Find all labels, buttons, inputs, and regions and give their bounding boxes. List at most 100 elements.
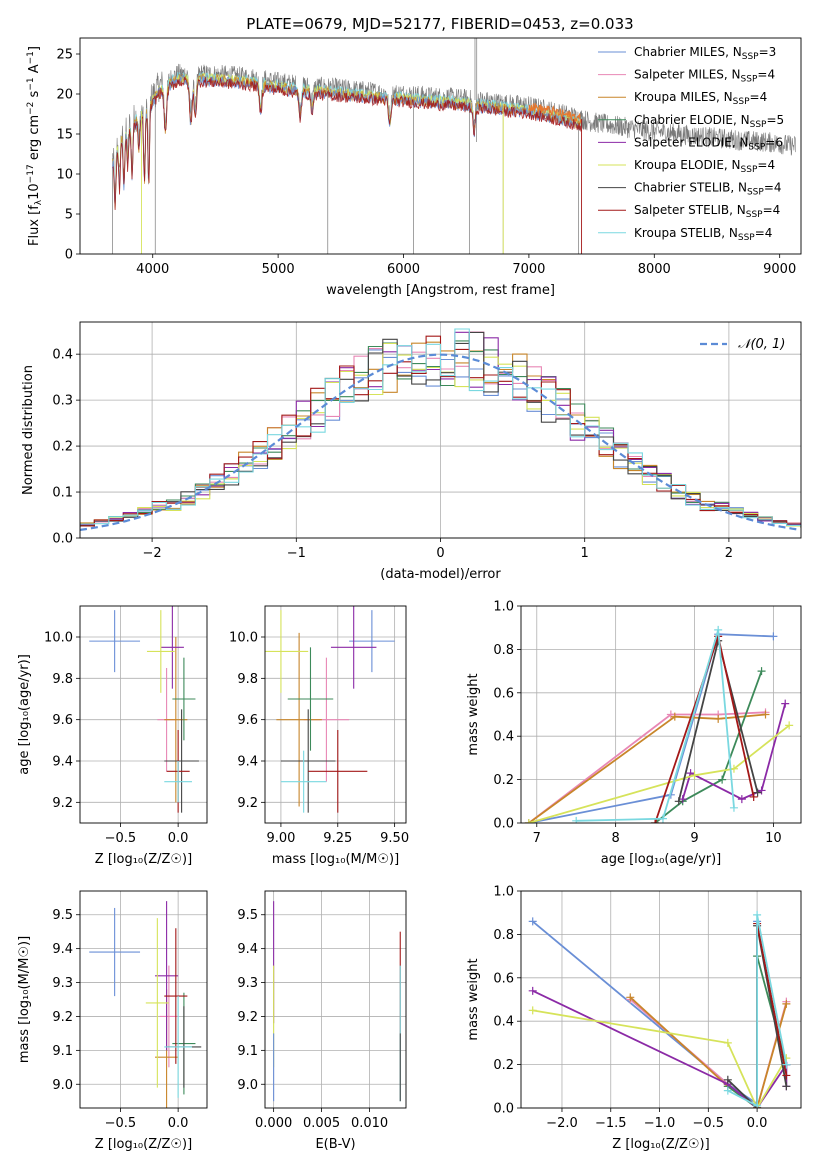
weight-marker [782, 1071, 791, 1080]
plot-frame [79, 321, 802, 539]
x-tick-label: 6000 [387, 262, 420, 277]
age-vs-metallicity-panel: −0.5 0.0 9.2 9.4 9.6 9.8 10.0 Z [log₁₀(Z/Z☉)] ag… [17, 605, 208, 867]
x-tick-label: 2 [725, 546, 733, 561]
x-tick-label: 0.000 [255, 1116, 292, 1131]
plot-frame [79, 605, 208, 824]
y-tick-label: 0.6 [493, 971, 514, 986]
y-tick-label: 9.8 [52, 672, 73, 687]
y-tick-label: 10 [56, 168, 73, 183]
y-tick-label: 9.5 [237, 908, 258, 923]
y-tick-label: 15 [56, 128, 73, 143]
weight-line-8 [576, 629, 735, 822]
y-tick-label: 0.8 [493, 928, 514, 943]
weight-marker [757, 667, 766, 676]
legend-label: Chabrier STELIB, NSSP=4 [634, 181, 782, 198]
x-tick-label: −2.0 [546, 1116, 578, 1131]
x-axis-label: E(B-V) [315, 1137, 355, 1152]
mass-vs-extinction-panel: 0.000 0.005 0.010 9.0 9.1 9.2 9.3 9.4 9.5 E(B-V) [237, 890, 407, 1152]
y-axis-label: Flux [fλ10−17 erg cm−2 s−1 A−1] [26, 46, 44, 246]
weight-marker [782, 1082, 791, 1091]
x-tick-label: 9.50 [380, 831, 409, 846]
weight-marker [753, 1101, 762, 1108]
x-tick-label: −0.5 [105, 1116, 137, 1131]
legend-label: Chabrier MILES, NSSP=3 [634, 45, 776, 62]
y-tick-label: 9.8 [237, 672, 258, 687]
plot-frame [79, 37, 802, 255]
y-tick-label: 5 [65, 208, 73, 223]
x-tick-label: −1 [287, 546, 306, 561]
weight-marker [782, 999, 791, 1008]
y-tick-label: 0.6 [493, 686, 514, 701]
x-tick-label: −0.5 [105, 831, 137, 846]
weight-line-5 [528, 724, 790, 823]
spectrum-panel: 4000 5000 6000 7000 8000 9000 0 5 10 15 20 25 wavele… [26, 37, 802, 298]
y-tick-label: 0.0 [493, 1102, 514, 1117]
y-tick-label: 9.1 [52, 1044, 73, 1059]
plot-frame [264, 605, 407, 824]
y-tick-label: 9.2 [237, 796, 258, 811]
spectrum-legend: Chabrier MILES, NSSP=3 Salpeter MILES, NS… [598, 45, 784, 243]
y-tick-label: 10.0 [44, 631, 73, 646]
weight-lines [524, 625, 794, 823]
x-tick-label: 7 [533, 831, 541, 846]
weight-marker [690, 771, 699, 780]
x-tick-label: 0 [436, 546, 444, 561]
weight-marker [729, 803, 738, 812]
x-tick-label: −0.5 [693, 1116, 725, 1131]
x-tick-label: 0.0 [747, 1116, 768, 1131]
weight-marker [723, 1086, 732, 1095]
y-tick-label: 0 [65, 248, 73, 263]
x-tick-label: 4000 [136, 262, 169, 277]
model-spectrum-tail [528, 103, 583, 124]
x-axis-label: age [log₁₀(age/yr)] [601, 852, 722, 867]
y-tick-label: 0.2 [493, 1058, 514, 1073]
x-tick-label: 10 [765, 831, 782, 846]
y-tick-label: 9.6 [52, 713, 73, 728]
y-tick-label: 0.2 [52, 440, 73, 455]
y-tick-label: 9.4 [237, 755, 258, 770]
plot-frame [264, 890, 407, 1109]
x-axis-label: mass [log₁₀(M/M☉)] [272, 852, 399, 867]
x-tick-label: 9.00 [266, 831, 295, 846]
weight-line-1 [528, 711, 766, 823]
x-tick-label: 0.005 [303, 1116, 340, 1131]
plot-frame [520, 605, 802, 824]
legend-label: Salpeter STELIB, NSSP=4 [634, 203, 780, 220]
x-tick-label: 8 [612, 831, 620, 846]
weight-marker [528, 917, 537, 926]
legend-label: Kroupa STELIB, NSSP=4 [634, 226, 772, 243]
x-tick-label: 8000 [638, 262, 671, 277]
y-tick-label: 0.4 [493, 1015, 514, 1030]
x-tick-label: 0.010 [351, 1116, 388, 1131]
y-tick-label: 9.4 [237, 942, 258, 957]
y-tick-label: 0.8 [493, 643, 514, 658]
weight-marker [718, 775, 727, 784]
legend-label: Salpeter MILES, NSSP=4 [634, 68, 775, 85]
weight-marker [782, 1060, 791, 1069]
x-tick-label: 1 [581, 546, 589, 561]
y-tick-label: 0.0 [493, 817, 514, 832]
y-tick-label: 0.4 [52, 348, 73, 363]
x-tick-label: 9000 [763, 262, 796, 277]
weight-vs-age-panel: 7 8 9 10 0.0 0.2 0.4 0.6 0.8 1.0 age [log₁₀(age/yr… [466, 600, 802, 867]
y-tick-label: 0.1 [52, 486, 73, 501]
weight-marker [781, 699, 790, 708]
x-tick-label: 5000 [262, 262, 295, 277]
model-spectrum-7 [112, 76, 582, 211]
weight-marker [723, 1075, 732, 1084]
plot-frame [79, 890, 208, 1109]
legend-label: Salpeter ELODIE, NSSP=6 [634, 135, 783, 152]
error-bars [265, 606, 395, 813]
plot-frame [520, 890, 802, 1109]
residual-histogram-panel: −2 −1 0 1 2 0.0 0.1 0.2 0.3 0.4 (data-model)/error… [21, 321, 802, 582]
weight-marker [670, 712, 679, 721]
y-tick-label: 9.1 [237, 1044, 258, 1059]
x-tick-label: 0.0 [168, 831, 189, 846]
legend-label: Chabrier ELODIE, NSSP=5 [634, 113, 784, 130]
weight-marker [714, 625, 723, 634]
y-tick-label: 0.2 [493, 773, 514, 788]
error-bars [273, 901, 401, 1102]
x-axis-label: Z [log₁₀(Z/Z☉)] [95, 1137, 192, 1152]
legend-label: Kroupa MILES, NSSP=4 [634, 90, 767, 107]
